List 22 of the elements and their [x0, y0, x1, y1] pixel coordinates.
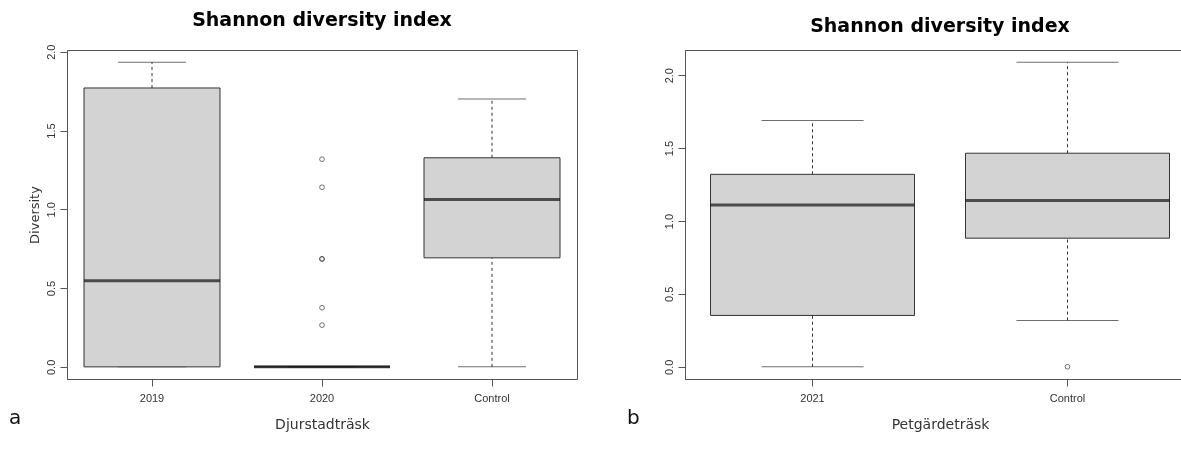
x-tick-label: Control	[1049, 391, 1086, 404]
y-tick-label: 1.5	[662, 140, 675, 157]
y-tick-label: 0.5	[662, 286, 675, 303]
x-tick-label: 2021	[800, 391, 825, 404]
y-tick-label: 0.0	[44, 359, 57, 376]
x-tick-label: Control	[474, 391, 510, 404]
y-tick-label: 0.5	[44, 280, 57, 297]
y-tick-label: 1.5	[44, 123, 57, 139]
chart-title: Shannon diversity index	[810, 14, 1070, 36]
x-tick-label: 2020	[309, 391, 335, 404]
y-axis-title: Diversity	[26, 185, 42, 244]
text: b	[627, 405, 640, 429]
y-tick-label: 1.0	[662, 213, 675, 230]
y-tick-label: 2.0	[662, 68, 675, 84]
x-axis-title: Petgärdeträsk	[891, 415, 991, 432]
x-axis-title: Djurstadträsk	[275, 415, 371, 432]
y-tick-label: 1.0	[44, 202, 57, 218]
x-tick-label: 2019	[139, 391, 165, 404]
y-tick-label: 0.0	[662, 359, 675, 375]
chart-title: Shannon diversity index	[192, 8, 452, 31]
y-tick-label: 2.0	[44, 44, 57, 60]
text: a	[9, 405, 22, 429]
